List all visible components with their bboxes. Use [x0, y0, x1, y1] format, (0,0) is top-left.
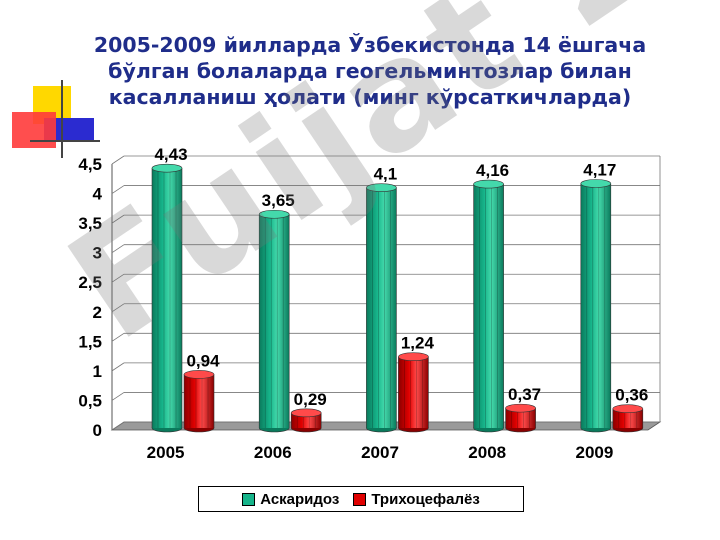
y-tick-label: 1,5	[78, 332, 102, 351]
data-label-ascaridoz-2009: 4,17	[583, 161, 616, 180]
bar-ascaridoz-2008	[473, 184, 504, 428]
grid-diag	[111, 244, 125, 253]
bar-trichocephaloz-2009	[612, 408, 643, 428]
bar-ascaridoz-2009	[580, 183, 611, 428]
data-label-trichocephaloz-2005: 0,94	[186, 351, 220, 370]
grid-diag	[111, 303, 125, 313]
legend-item-ascaridoz: Аскаридоз	[242, 491, 339, 508]
grid-diag	[111, 421, 125, 431]
data-label-trichocephaloz-2009: 0,36	[615, 386, 648, 405]
y-tick-label: 0,5	[78, 391, 102, 410]
bar-ascaridoz-2008-top	[473, 179, 504, 189]
data-label-trichocephaloz-2006: 0,29	[294, 390, 327, 409]
title-line-1: 2005-2009 йилларда Ўзбекистонда 14 ёшгач…	[93, 33, 647, 57]
grid-diag	[111, 362, 125, 372]
grid-diag	[111, 185, 125, 194]
bar-ascaridoz-2006	[259, 214, 290, 428]
chart-legend: Аскаридоз Трихоцефалёз	[198, 486, 524, 512]
title-line-2: бўлган болаларда геогельминтозлар билан	[108, 59, 632, 83]
legend-item-trichocephaloz: Трихоцефалёз	[353, 490, 480, 508]
deco-horizontal-line	[30, 140, 100, 142]
legend-swatch-ascaridoz	[242, 492, 256, 506]
grid-diag	[111, 214, 125, 224]
grid-diag	[111, 155, 125, 165]
data-label-ascaridoz-2007: 4,1	[374, 165, 398, 184]
bar-trichocephaloz-2008	[505, 408, 536, 428]
data-label-ascaridoz-2005: 4,43	[154, 145, 187, 164]
slide-title: 2005-2009 йилларда Ўзбекистонда 14 ёшгач…	[60, 32, 680, 110]
grid-diag	[111, 273, 125, 283]
bar-trichocephaloz-2009-top	[612, 404, 644, 414]
data-label-ascaridoz-2008: 4,16	[476, 161, 509, 180]
data-label-trichocephaloz-2008: 0,37	[508, 385, 541, 404]
legend-label-ascaridoz: Аскаридоз	[260, 490, 340, 508]
grid-diag	[111, 392, 125, 401]
y-tick-label: 1	[93, 362, 102, 381]
x-tick-label: 2008	[468, 443, 506, 462]
bar-ascaridoz-2006-top	[258, 209, 290, 219]
bar-trichocephaloz-2006-top	[290, 408, 322, 418]
y-tick-label: 0	[93, 421, 102, 440]
y-tick-label: 2	[93, 303, 102, 322]
bar-ascaridoz-2009-top	[580, 179, 612, 188]
bar-ascaridoz-2007-top	[366, 183, 397, 192]
bar-ascaridoz-2005	[152, 168, 182, 429]
legend-swatch-trichocephaloz	[353, 492, 367, 506]
deco-red-square	[12, 112, 56, 148]
y-tick-label: 3,5	[78, 214, 102, 233]
bar-trichocephaloz-2005	[184, 374, 214, 428]
y-tick-label: 4,5	[78, 155, 102, 174]
y-tick-label: 3	[93, 244, 102, 263]
x-tick-label: 2006	[254, 443, 292, 462]
bar-ascaridoz-2007	[366, 187, 397, 428]
x-tick-label: 2005	[147, 443, 185, 462]
bar-trichocephaloz-2008-top	[505, 403, 536, 413]
x-tick-label: 2007	[361, 443, 399, 462]
data-label-trichocephaloz-2007: 1,24	[401, 334, 435, 353]
bar-trichocephaloz-2007-top	[398, 352, 429, 362]
deco-vertical-line	[61, 80, 63, 158]
y-tick-label: 4	[93, 185, 103, 204]
bar-trichocephaloz-2005-top	[183, 370, 215, 379]
legend-label-trichocephaloz: Трихоцефалёз	[371, 490, 480, 508]
bar-ascaridoz-2005-top	[151, 163, 183, 173]
bar-trichocephaloz-2007	[398, 356, 429, 428]
grid-diag	[111, 333, 125, 342]
title-line-3: касалланиш ҳолати (минг кўрсаткичларда)	[108, 85, 632, 109]
x-tick-label: 2009	[575, 443, 613, 462]
y-tick-label: 2,5	[78, 273, 102, 292]
data-label-ascaridoz-2006: 3,65	[262, 191, 295, 210]
bar-trichocephaloz-2006	[291, 412, 322, 428]
